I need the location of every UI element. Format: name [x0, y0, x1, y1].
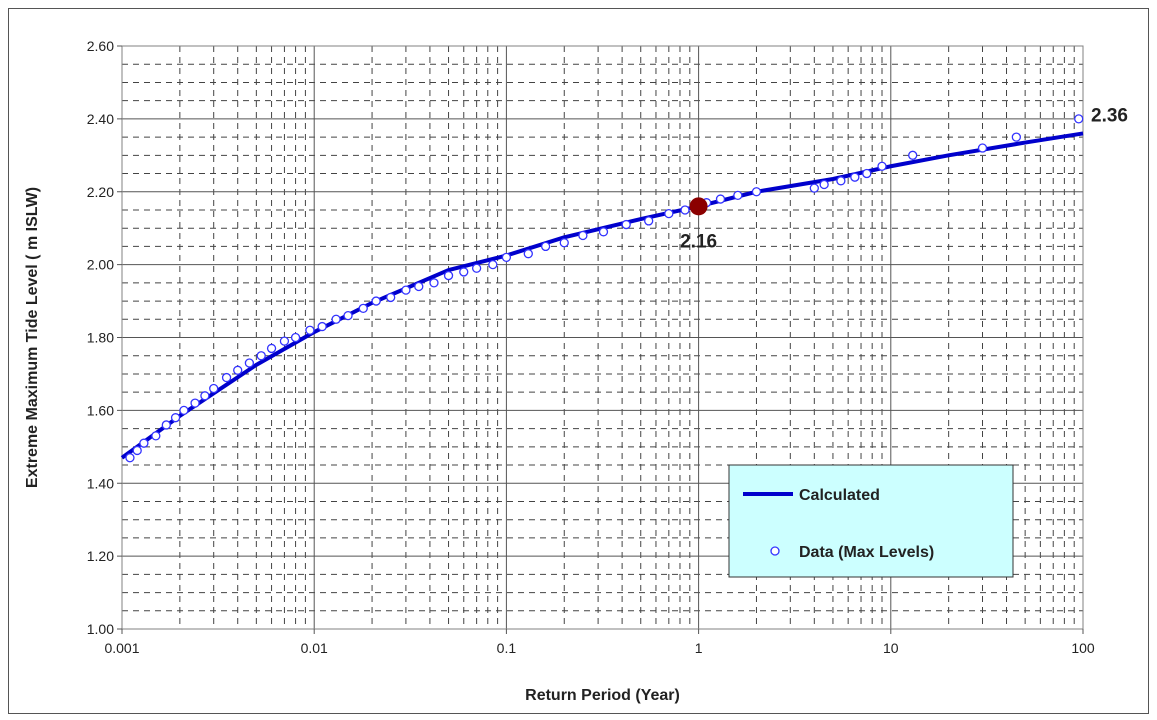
data-point	[371, 296, 381, 306]
data-point	[190, 398, 200, 408]
data-point	[151, 431, 161, 441]
data-point	[132, 445, 142, 456]
y-tick-label: 2.20	[87, 184, 114, 200]
data-point	[751, 187, 762, 197]
data-point	[488, 259, 498, 270]
x-axis-label: Return Period (Year)	[525, 687, 680, 704]
x-tick-label: 0.01	[301, 640, 328, 656]
series-calculated-line	[120, 131, 1084, 460]
data-point	[443, 270, 454, 281]
data-point	[459, 267, 469, 277]
data-point	[209, 383, 219, 394]
data-point	[598, 227, 609, 237]
data-point	[244, 358, 255, 368]
data-point	[471, 263, 482, 273]
end-value-label: 2.36	[1091, 105, 1128, 126]
series-data-points	[125, 114, 1084, 463]
data-point	[170, 413, 181, 423]
data-point	[1011, 132, 1021, 142]
y-tick-label: 1.40	[87, 475, 114, 491]
data-point	[850, 172, 860, 182]
data-point	[429, 278, 439, 288]
data-point	[279, 336, 290, 346]
data-point	[644, 216, 654, 226]
legend-box	[728, 464, 1014, 578]
data-point	[358, 303, 368, 314]
data-point	[977, 143, 988, 153]
data-point	[161, 420, 171, 430]
y-tick-label: 1.00	[87, 621, 114, 637]
data-point	[343, 310, 353, 321]
data-point	[559, 238, 569, 248]
data-point	[836, 176, 846, 186]
data-point	[266, 343, 277, 354]
data-point	[621, 219, 631, 230]
data-point	[733, 190, 743, 201]
data-point	[664, 208, 674, 219]
highlight-label: 2.16	[680, 231, 717, 252]
data-point	[715, 194, 726, 204]
data-point	[540, 241, 551, 252]
chart-svg: 1.00 1.20 1.40 1.60 1.80 2.00 2.20 2.40 2.60 0.0…	[24, 38, 1128, 704]
data-point	[877, 161, 887, 171]
data-point	[862, 168, 872, 179]
x-tick-label: 0.1	[497, 640, 517, 656]
data-point	[256, 351, 266, 361]
data-point	[501, 252, 512, 262]
data-point	[578, 230, 588, 241]
y-tick-label: 2.40	[87, 111, 114, 127]
data-point	[317, 321, 327, 332]
x-tick-label: 10	[883, 640, 899, 656]
y-tick-label: 2.60	[87, 38, 114, 54]
data-point	[908, 150, 918, 160]
data-point	[386, 292, 396, 303]
data-point	[179, 405, 189, 416]
legend-data-label: Data (Max Levels)	[799, 544, 934, 561]
highlight-point	[689, 197, 708, 216]
legend-calculated-label: Calculated	[799, 487, 880, 504]
data-point	[125, 453, 135, 463]
y-axis-label: Extreme Maximum Tide Level ( m ISLW)	[24, 187, 41, 488]
x-tick-label: 0.001	[104, 640, 139, 656]
x-tick-label: 100	[1071, 640, 1095, 656]
data-point	[233, 365, 243, 375]
y-tick-label: 1.20	[87, 548, 114, 564]
y-tick-label: 1.60	[87, 402, 114, 418]
data-point	[414, 281, 424, 292]
chart-frame: 1.00 1.20 1.40 1.60 1.80 2.00 2.20 2.40 2.60 0.0…	[8, 8, 1149, 714]
y-tick-label: 2.00	[87, 257, 114, 273]
data-point	[139, 438, 149, 448]
data-point	[331, 314, 341, 324]
x-axis-ticks: 0.001 0.01 0.1 1 10 100	[104, 629, 1095, 656]
y-tick-label: 1.80	[87, 330, 114, 346]
legend: Calculated Data (Max Levels)	[728, 464, 1014, 578]
data-point	[819, 179, 829, 190]
x-tick-label: 1	[695, 640, 703, 656]
data-point	[523, 249, 533, 259]
data-point	[680, 205, 690, 215]
data-point	[1074, 114, 1084, 124]
data-point	[401, 285, 411, 295]
data-point	[290, 332, 301, 343]
data-point	[200, 391, 210, 401]
data-point	[221, 372, 232, 383]
data-point	[305, 325, 315, 335]
legend-data-swatch	[770, 546, 780, 556]
y-axis-ticks: 1.00 1.20 1.40 1.60 1.80 2.00 2.20 2.40 2.60	[87, 38, 122, 637]
data-point	[809, 183, 819, 193]
